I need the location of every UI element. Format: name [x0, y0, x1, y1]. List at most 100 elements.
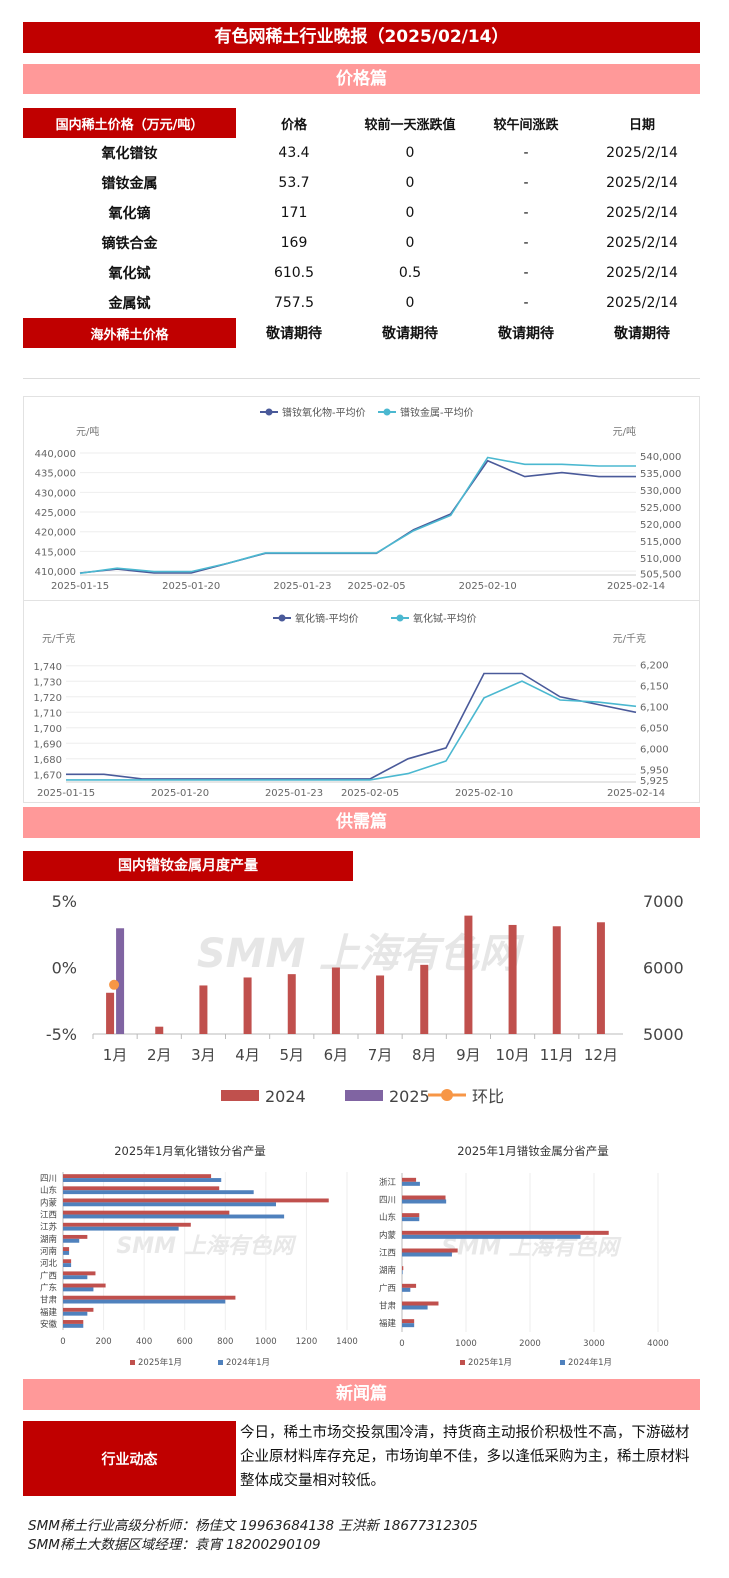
- bar-2024: [331, 967, 340, 1034]
- change-value: 0: [405, 205, 415, 221]
- right-tick-label: 530,000: [640, 486, 681, 497]
- province-label: 内蒙: [379, 1230, 397, 1241]
- right-tick-label: 5,925: [640, 776, 669, 787]
- bar-2024: [420, 964, 429, 1034]
- bar-2025-jan: [402, 1248, 458, 1253]
- change-value: 0.5: [398, 265, 422, 281]
- legend-label: 2024年1月: [226, 1357, 270, 1368]
- bar-2024-jan: [402, 1217, 420, 1222]
- month-label: 4月: [235, 1046, 260, 1064]
- bar-2024-jan: [63, 1299, 226, 1304]
- bar-2025-jan: [402, 1301, 439, 1306]
- legend-label: 环比: [472, 1087, 504, 1106]
- bar-2025-jan: [63, 1210, 230, 1215]
- bar-2025-jan: [63, 1271, 96, 1276]
- legend-label: 2024: [265, 1087, 306, 1106]
- noon-change-value: -: [523, 265, 529, 281]
- noon-change-value: -: [523, 205, 529, 221]
- x-tick-label: 1400: [336, 1337, 358, 1347]
- col-date: 日期: [628, 117, 655, 133]
- bar-2024-jan: [63, 1275, 88, 1280]
- bar-2025-jan: [63, 1234, 88, 1239]
- left-tick-label: 1,670: [33, 770, 62, 781]
- x-tick-label: 2025-02-05: [347, 581, 405, 592]
- x-tick-label: 2000: [519, 1339, 541, 1349]
- month-label: 6月: [324, 1046, 349, 1064]
- left-tick-label: 0%: [52, 959, 77, 978]
- month-label: 3月: [191, 1046, 216, 1064]
- bar-2024-jan: [63, 1263, 72, 1268]
- section-header-supply: 供需篇: [23, 807, 700, 838]
- right-tick-label: 6,200: [640, 660, 669, 671]
- right-tick-label: 7000: [643, 892, 684, 911]
- col-noon-change: 较午间涨跌: [493, 117, 559, 133]
- bar-2025-jan: [402, 1230, 609, 1235]
- bar-2024-jan: [402, 1252, 452, 1257]
- section-header-price: 价格篇: [23, 64, 700, 94]
- bar-2025-jan: [63, 1283, 106, 1288]
- bar-2024: [199, 985, 208, 1034]
- left-axis-unit: 元/吨: [76, 425, 99, 438]
- price-row: 氧化镨钕 43.4 0 - 2025/2/14: [23, 138, 700, 168]
- province-label: 湖南: [40, 1234, 57, 1245]
- legend-label: 2025: [389, 1087, 430, 1106]
- right-tick-label: 6000: [643, 959, 684, 978]
- province-label: 四川: [40, 1174, 57, 1184]
- bar-2024: [552, 926, 561, 1034]
- right-tick-label: 5,950: [640, 765, 669, 776]
- province-label: 甘肃: [379, 1301, 397, 1312]
- bar-2024: [464, 915, 473, 1034]
- x-tick-label: 600: [177, 1337, 193, 1347]
- province-label: 福建: [40, 1307, 58, 1318]
- section-header-news: 新闻篇: [23, 1379, 700, 1410]
- bar-2025-jan: [402, 1266, 404, 1271]
- bar-2024: [106, 992, 115, 1034]
- province-label: 江西: [379, 1249, 396, 1259]
- bar-2025-jan: [63, 1174, 212, 1179]
- change-value: 0: [405, 295, 415, 311]
- bar-2025: [116, 928, 125, 1034]
- legend-swatch: [130, 1360, 135, 1365]
- bar-2024-jan: [63, 1178, 222, 1182]
- watermark-logo: SMM 上海有色网: [116, 1233, 296, 1259]
- x-tick-label: 1000: [455, 1339, 477, 1349]
- province-label: 江苏: [40, 1222, 58, 1233]
- x-tick-label: 400: [136, 1337, 152, 1347]
- col-change: 较前一天涨跌值: [364, 117, 456, 133]
- bar-2024-jan: [63, 1226, 179, 1231]
- change-value: 0: [405, 175, 415, 191]
- chart-title: 2025年1月镨钕金属分省产量: [457, 1144, 609, 1158]
- bar-2024: [243, 977, 252, 1034]
- bar-2025-jan: [402, 1283, 417, 1288]
- bar-2024: [376, 975, 385, 1034]
- left-tick-label: 425,000: [35, 508, 76, 519]
- legend-marker: [441, 1089, 453, 1101]
- x-tick-label: 2025-01-20: [151, 788, 209, 799]
- bar-2024: [287, 974, 296, 1034]
- left-tick-label: 430,000: [35, 488, 76, 499]
- left-tick-label: 1,720: [33, 693, 62, 704]
- x-tick-label: 4000: [647, 1339, 669, 1349]
- bar-2025-jan: [402, 1195, 446, 1200]
- left-tick-label: 1,680: [33, 755, 62, 766]
- legend-swatch: [460, 1360, 465, 1365]
- bar-2024-jan: [63, 1323, 84, 1328]
- date-value: 2025/2/14: [606, 205, 678, 221]
- x-tick-label: 1200: [296, 1337, 318, 1347]
- right-tick-label: 6,150: [640, 681, 669, 692]
- x-tick-label: 2025-02-05: [341, 788, 399, 799]
- product-name: 镨钕金属: [101, 176, 158, 192]
- bar-2024-jan: [402, 1323, 415, 1328]
- province-label: 四川: [379, 1196, 396, 1206]
- left-tick-label: -5%: [46, 1025, 77, 1044]
- x-tick-label: 0: [60, 1337, 65, 1347]
- noon-change-value: -: [523, 175, 529, 191]
- legend-marker: [278, 614, 286, 622]
- change-value: 0: [405, 235, 415, 251]
- province-label: 福建: [379, 1318, 397, 1329]
- province-label: 广西: [40, 1270, 57, 1281]
- right-tick-label: 510,000: [640, 554, 681, 565]
- bar-2025-jan: [402, 1319, 415, 1324]
- bar-2024-jan: [63, 1190, 254, 1195]
